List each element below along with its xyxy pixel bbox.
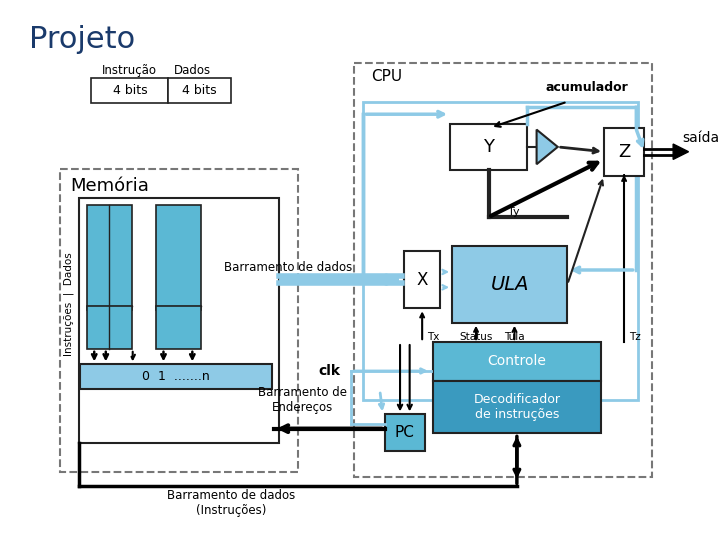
Text: Tx: Tx [427,332,439,342]
Text: Instruções  |  Dados: Instruções | Dados [64,252,74,355]
Text: ULA: ULA [490,275,529,294]
Text: CPU: CPU [372,69,402,84]
Bar [91,78,168,103]
Bar [86,306,132,349]
Bar [450,124,527,170]
Polygon shape [673,144,688,159]
Text: Status: Status [459,332,492,342]
Text: 4 bits: 4 bits [181,84,217,97]
Text: saída: saída [683,131,720,145]
Bar [79,198,279,443]
Bar [80,364,272,389]
Text: Ty: Ty [508,207,519,217]
Polygon shape [536,130,558,164]
Text: 0  1  .......n: 0 1 .......n [142,370,210,383]
Text: Tula: Tula [504,332,525,342]
Text: Dados: Dados [174,64,211,77]
Bar [60,169,298,472]
Text: Controle: Controle [487,354,546,368]
Text: Barramento de dados: Barramento de dados [225,261,353,274]
Text: acumulador: acumulador [545,81,628,94]
Text: Y: Y [483,138,494,156]
Bar [156,306,201,349]
Text: Decodificador
de instruções: Decodificador de instruções [473,393,560,421]
Bar [354,63,652,477]
Bar [604,127,644,176]
Bar [433,381,601,434]
Text: Z: Z [618,143,630,161]
Text: Projeto: Projeto [29,25,135,53]
Text: Barramento de
Endereços: Barramento de Endereços [258,386,348,414]
Bar [86,205,132,310]
Bar [384,414,425,451]
Bar [404,251,441,308]
Text: Tz: Tz [629,332,641,342]
Text: Instrução: Instrução [102,64,158,77]
Text: Barramento de dados
(Instruções): Barramento de dados (Instruções) [166,489,295,517]
Text: 4 bits: 4 bits [112,84,147,97]
Text: Memória: Memória [70,177,149,195]
Bar [156,205,201,310]
Text: X: X [416,271,428,288]
Text: clk: clk [318,364,340,378]
Bar [452,246,567,323]
Text: PC: PC [395,425,415,440]
Bar [168,78,231,103]
Bar [433,342,601,381]
Bar [364,102,638,400]
